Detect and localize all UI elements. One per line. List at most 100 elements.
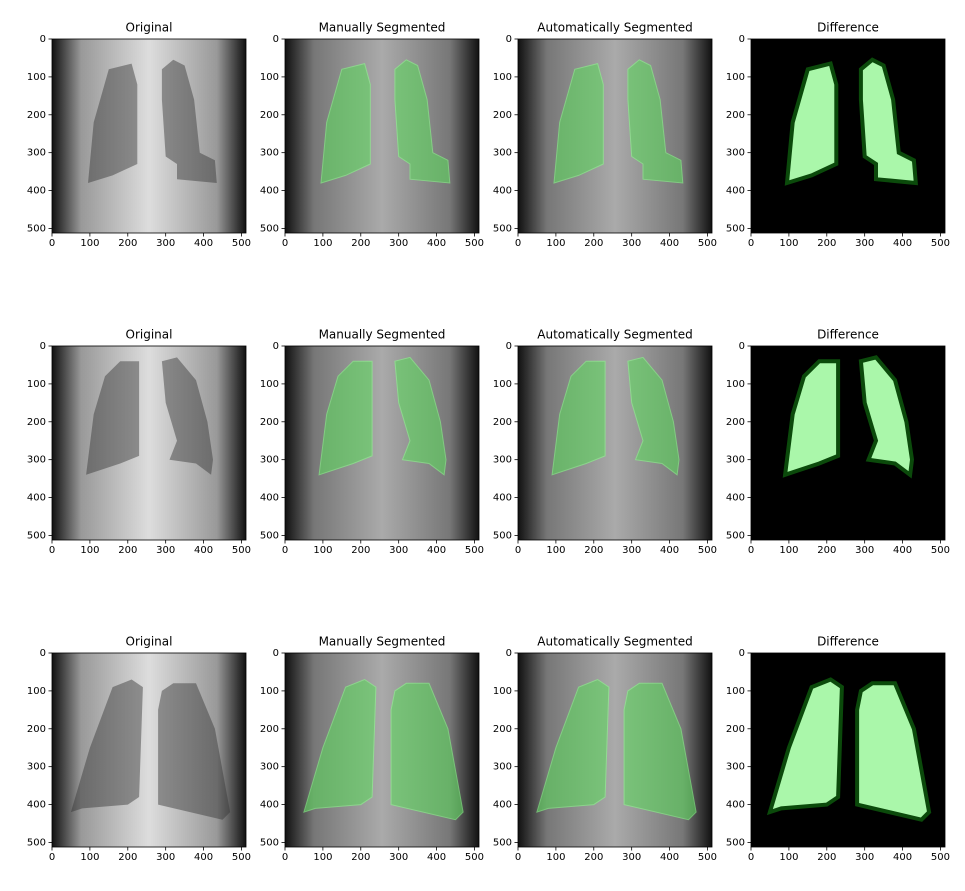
y-tick-label: 500	[726, 530, 745, 541]
axes-frame	[284, 652, 480, 848]
y-tick-label: 200	[726, 724, 745, 735]
x-tick-label: 300	[156, 238, 175, 249]
lung-segmentation	[318, 360, 373, 476]
lung	[88, 63, 138, 183]
y-tick-label: 500	[726, 837, 745, 848]
x-tick-label: 500	[931, 545, 950, 556]
axes-frame	[517, 38, 713, 234]
x-tick-label: 0	[282, 545, 288, 556]
y-tick-label: 300	[493, 455, 512, 466]
y-tick-label: 300	[493, 762, 512, 773]
y-tick-label: 500	[260, 837, 279, 848]
y-tick-label: 500	[493, 530, 512, 541]
x-tick-label: 300	[156, 545, 175, 556]
y-tick-label: 100	[726, 686, 745, 697]
x-tick-label: 200	[118, 238, 137, 249]
lung-difference	[784, 61, 839, 186]
image	[52, 39, 246, 233]
x-tick-label: 400	[194, 852, 213, 863]
panel-title: Automatically Segmented	[537, 328, 692, 342]
y-tick-label: 0	[273, 34, 279, 45]
axes-frame	[51, 652, 247, 848]
x-tick-label: 300	[622, 852, 641, 863]
axes-frame	[517, 345, 713, 541]
x-tick-label: 100	[546, 852, 565, 863]
x-tick-label: 200	[351, 545, 370, 556]
x-tick-label: 0	[49, 545, 55, 556]
axes-frame	[284, 38, 480, 234]
y-tick-label: 0	[506, 34, 512, 45]
panel-title: Manually Segmented	[319, 21, 446, 35]
y-tick-label: 300	[726, 148, 745, 159]
y-tick-label: 0	[40, 648, 46, 659]
y-tick-label: 200	[260, 724, 279, 735]
y-tick-label: 100	[27, 72, 46, 83]
x-tick-label: 100	[546, 238, 565, 249]
x-tick-label: 200	[351, 238, 370, 249]
y-tick-label: 100	[27, 686, 46, 697]
x-tick-label: 0	[49, 852, 55, 863]
y-tick-label: 0	[739, 34, 745, 45]
x-tick-label: 100	[313, 852, 332, 863]
y-tick-label: 0	[739, 648, 745, 659]
lung-difference	[782, 359, 841, 478]
x-tick-label: 100	[779, 238, 798, 249]
x-tick-label: 400	[660, 238, 679, 249]
x-tick-label: 100	[313, 238, 332, 249]
lung-segmentation	[553, 62, 604, 184]
panel-title: Difference	[817, 635, 879, 649]
y-tick-label: 500	[27, 223, 46, 234]
axes-frame	[750, 345, 946, 541]
y-tick-label: 100	[493, 686, 512, 697]
y-tick-label: 0	[40, 341, 46, 352]
lung	[161, 59, 217, 183]
lung	[86, 361, 140, 475]
y-tick-label: 100	[260, 379, 279, 390]
x-tick-label: 500	[931, 852, 950, 863]
x-tick-label: 0	[282, 238, 288, 249]
y-tick-label: 400	[726, 493, 745, 504]
x-tick-label: 400	[427, 238, 446, 249]
y-tick-label: 0	[506, 648, 512, 659]
axes-frame	[750, 652, 946, 848]
x-tick-label: 300	[855, 545, 874, 556]
y-tick-label: 400	[27, 186, 46, 197]
x-tick-label: 400	[194, 238, 213, 249]
y-tick-label: 300	[260, 148, 279, 159]
x-tick-label: 100	[80, 238, 99, 249]
x-tick-label: 400	[427, 852, 446, 863]
lung-segmentation	[394, 59, 451, 184]
y-tick-label: 500	[493, 837, 512, 848]
lung-difference	[855, 681, 932, 822]
x-tick-label: 0	[282, 852, 288, 863]
x-tick-label: 100	[80, 852, 99, 863]
x-tick-label: 300	[855, 852, 874, 863]
x-tick-label: 300	[389, 852, 408, 863]
image	[518, 346, 712, 540]
y-tick-label: 500	[27, 530, 46, 541]
y-tick-label: 400	[27, 493, 46, 504]
lung	[70, 679, 143, 813]
lung-segmentation	[394, 356, 447, 476]
lung	[161, 357, 213, 475]
y-tick-label: 300	[27, 762, 46, 773]
x-tick-label: 500	[465, 238, 484, 249]
y-tick-label: 400	[260, 800, 279, 811]
y-tick-label: 200	[260, 417, 279, 428]
axes-frame	[51, 345, 247, 541]
x-tick-label: 200	[584, 545, 603, 556]
x-tick-label: 300	[389, 545, 408, 556]
panel-title: Difference	[817, 21, 879, 35]
x-tick-label: 100	[779, 545, 798, 556]
axes-frame	[750, 38, 946, 234]
x-tick-label: 300	[156, 852, 175, 863]
axes-frame	[51, 38, 247, 234]
y-tick-label: 400	[726, 800, 745, 811]
